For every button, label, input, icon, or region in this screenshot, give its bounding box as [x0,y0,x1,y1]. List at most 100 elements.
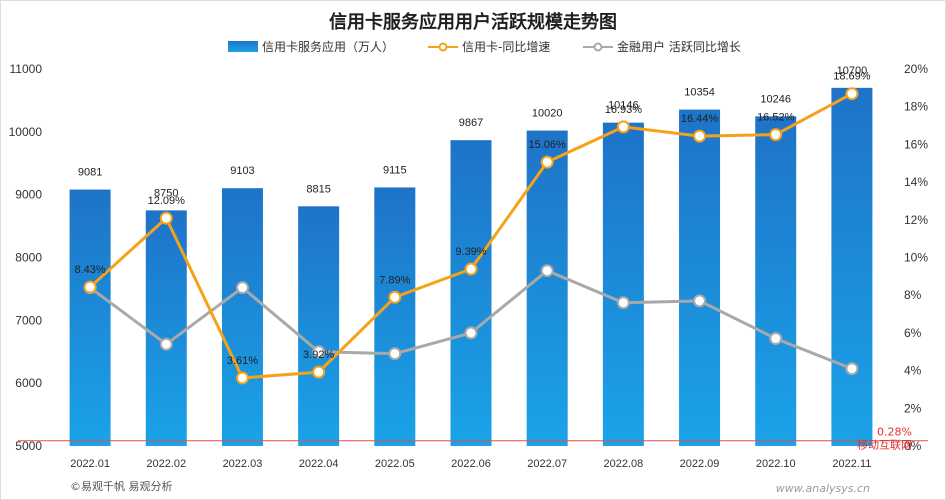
y-tick-label: 8000 [15,251,42,265]
card-growth-value-label: 12.09% [148,195,186,207]
card-growth-point [845,87,859,101]
card-growth-value-label: 7.89% [379,274,410,286]
bar-value-label: 8815 [306,183,330,195]
bar-value-label: 10246 [760,93,791,105]
card-growth-value-label: 16.93% [605,104,643,116]
card-growth-value-label: 3.92% [303,349,334,361]
finance-growth-point [769,332,783,346]
x-tick-label: 2022.10 [756,458,796,470]
x-axis: 2022.01 2022.02 2022.03 2022.04 2022.05 2022.… [70,458,871,470]
card-growth-value-label: 3.61% [227,355,258,367]
bar-value-label: 10020 [532,108,563,120]
legend-marker-growth [438,42,448,52]
card-growth-value-label: 8.43% [74,264,105,276]
finance-growth-point [464,326,478,340]
source-note: ©易观千帆 易观分析 [70,479,173,493]
card-growth-point [693,129,707,143]
finance-growth-point [159,337,173,351]
bar-value-label: 10354 [684,87,715,99]
finance-growth-point [845,362,859,376]
card-growth-point [388,290,402,304]
bar [679,109,721,446]
y2-tick-label: 8% [904,288,922,302]
bar [450,140,492,446]
y-tick-label: 9000 [15,188,42,202]
bar-labels: 9081 8750 9103 8815 9115 9867 10020 10146 10354 1… [78,65,867,200]
x-tick-label: 2022.06 [451,458,491,470]
reference-value-label: 0.28% [877,426,912,439]
y-tick-label: 11000 [10,62,43,76]
y2-tick-label: 0% [904,439,922,453]
x-tick-label: 2022.07 [527,458,567,470]
bar [755,116,797,446]
finance-growth-point [693,294,707,308]
legend-label-bar: 信用卡服务应用（万人） [262,39,394,54]
card-growth-value-label: 16.44% [681,113,719,125]
x-tick-label: 2022.01 [70,458,110,470]
y2-tick-label: 18% [904,100,928,114]
legend: 信用卡服务应用（万人） 信用卡-同比增速 金融用户 活跃同比增长 [228,39,741,54]
y2-tick-label: 4% [904,364,922,378]
finance-growth-point [616,296,630,310]
bar [221,188,263,447]
legend-swatch-bar [228,41,258,52]
card-growth-point [83,280,97,294]
bar [69,189,111,447]
y-axis-right: 0% 2% 4% 6% 8% 10% 12% 14% 16% 18% 20% [904,62,928,453]
finance-growth-point [235,281,249,295]
finance-growth-point [540,264,554,278]
card-growth-value-label: 9.39% [455,246,486,258]
bar [374,187,416,446]
y2-tick-label: 6% [904,326,922,340]
y-tick-label: 5000 [15,439,42,453]
card-growth-point [312,365,326,379]
legend-label-finance: 金融用户 活跃同比增长 [617,39,741,54]
y-axis-left: 5000 6000 7000 8000 9000 10000 11000 [9,62,43,453]
legend-marker-finance [593,42,603,52]
y2-tick-label: 12% [904,213,928,227]
card-growth-value-label: 18.69% [833,71,871,83]
bar [831,87,873,446]
x-tick-label: 2022.03 [223,458,263,470]
bar-value-label: 9867 [459,117,483,129]
x-tick-label: 2022.11 [832,458,871,470]
x-tick-label: 2022.09 [680,458,720,470]
chart-title: 信用卡服务应用用户活跃规模走势图 [329,11,617,33]
bar [526,130,568,446]
card-growth-value-label: 16.52% [757,112,795,124]
card-growth-point [464,262,478,276]
y2-tick-label: 2% [904,401,922,415]
reference-line: 0.28%移动互联网 [18,426,928,452]
legend-label-growth: 信用卡-同比增速 [462,40,550,54]
x-tick-label: 2022.04 [299,458,339,470]
y-tick-label: 7000 [15,313,42,327]
finance-growth-point [388,347,402,361]
x-tick-label: 2022.05 [375,458,415,470]
bar [602,122,644,446]
bar-value-label: 9115 [383,164,407,176]
bar [298,206,340,446]
card-growth-value-label: 15.06% [529,139,567,151]
y2-tick-label: 14% [904,175,928,189]
y2-tick-label: 10% [904,251,928,265]
card-growth-point [769,128,783,142]
y2-tick-label: 16% [904,137,928,151]
y-tick-label: 10000 [9,125,43,139]
y2-tick-label: 20% [904,62,928,76]
watermark: www.analysys.cn [776,482,870,495]
x-tick-label: 2022.02 [146,458,186,470]
bar-value-label: 9081 [78,167,102,179]
card-growth-point [616,120,630,134]
card-growth-point [235,371,249,385]
finance-growth-point [312,345,326,359]
bar-value-label: 9103 [230,165,254,177]
bar-value-label: 10700 [837,65,868,77]
card-growth-point [540,155,554,169]
y-tick-label: 6000 [15,376,42,390]
bar-series [69,87,873,447]
x-tick-label: 2022.08 [603,458,643,470]
card-growth-point [159,211,173,225]
line-series: 8.43% 12.09% 3.61% 3.92% 7.89% 9.39% 15.06% 16.… [74,71,871,385]
